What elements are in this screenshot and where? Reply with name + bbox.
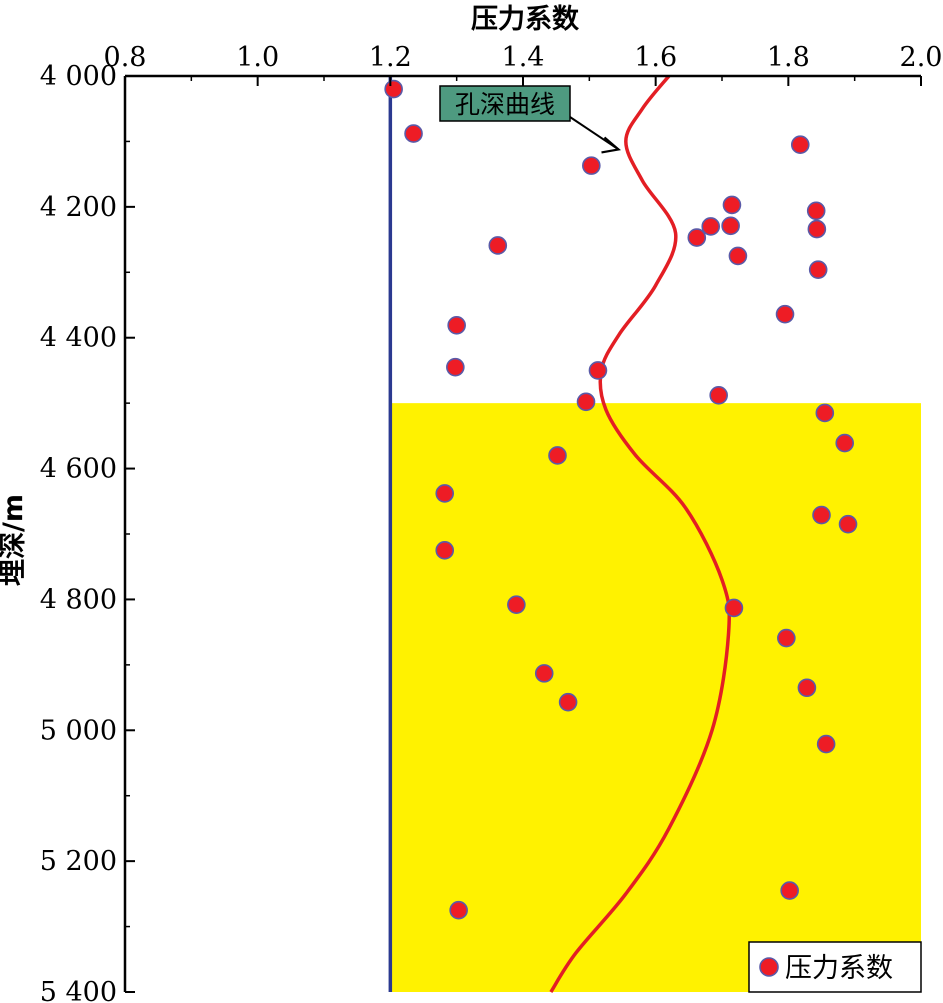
data-point-20 <box>815 403 835 423</box>
data-point-3 <box>582 156 601 175</box>
overpressure-zone <box>390 403 921 993</box>
data-point-14 <box>775 304 795 324</box>
data-point-8 <box>701 217 721 236</box>
data-point-19 <box>576 392 596 412</box>
data-point-17 <box>588 361 608 380</box>
data-point-7 <box>721 216 740 236</box>
data-point-25 <box>838 514 858 534</box>
data-point-6 <box>806 201 826 221</box>
x-tick-label-4: 1.6 <box>634 42 677 73</box>
annotation-arrow-shaft <box>569 116 620 151</box>
data-point-32 <box>558 692 578 712</box>
y-tick-label-5: 5 000 <box>40 715 117 746</box>
data-point-1 <box>384 79 403 99</box>
legend-label: 压力系数 <box>785 953 893 984</box>
data-point-12 <box>728 246 748 266</box>
data-point-30 <box>534 664 554 683</box>
data-points-layer <box>384 79 858 920</box>
axes-layer: 0.8 1.0 1.2 1.4 1.6 1.8 2.0 4 000 4 200 4 400 4 60… <box>40 42 943 1003</box>
legend-marker <box>759 957 779 977</box>
x-tick-label-6: 2.0 <box>900 42 943 73</box>
overpressure-zone-layer <box>390 403 921 993</box>
data-point-15 <box>447 315 466 335</box>
x-tick-label-1: 1.0 <box>236 42 279 73</box>
y-axis-title: 埋深/m <box>0 494 29 586</box>
y-tick-label-3: 4 600 <box>40 454 117 485</box>
data-point-26 <box>435 541 455 560</box>
data-point-24 <box>812 505 831 525</box>
data-point-10 <box>687 228 707 247</box>
depth-curve <box>549 74 732 993</box>
x-tick-label-2: 1.2 <box>369 42 412 73</box>
y-tick-label-7: 5 400 <box>40 977 117 1003</box>
data-point-35 <box>449 900 468 920</box>
data-point-9 <box>807 219 827 239</box>
data-point-18 <box>709 385 728 405</box>
data-point-34 <box>780 881 799 900</box>
y-tick-label-2: 4 400 <box>40 323 117 354</box>
y-tick-label-6: 5 200 <box>40 846 117 877</box>
data-point-28 <box>724 598 744 618</box>
data-point-2 <box>404 124 423 143</box>
annotation-box <box>439 85 571 122</box>
data-point-21 <box>835 433 855 453</box>
data-point-31 <box>797 678 817 698</box>
annotation-layer: 孔深曲线 <box>439 85 621 154</box>
legend: 压力系数 <box>748 941 922 993</box>
data-point-23 <box>435 484 455 503</box>
x-tick-label-3: 1.4 <box>502 42 545 73</box>
y-tick-label-1: 4 200 <box>40 192 117 223</box>
data-point-22 <box>548 446 567 465</box>
data-point-13 <box>808 260 828 279</box>
data-point-27 <box>507 595 526 614</box>
x-tick-label-5: 1.8 <box>767 42 810 73</box>
x-tick-label-0: 0.8 <box>104 42 147 73</box>
y-tick-label-4: 4 800 <box>40 584 117 615</box>
data-point-29 <box>777 628 796 648</box>
data-point-16 <box>446 357 465 377</box>
data-point-5 <box>722 195 742 215</box>
data-point-4 <box>790 135 810 154</box>
annotation-arrowhead <box>601 136 621 154</box>
data-point-33 <box>816 734 836 754</box>
x-axis-title: 压力系数 <box>471 4 580 35</box>
y-tick-label-0: 4 000 <box>40 61 117 92</box>
annotation-label: 孔深曲线 <box>455 90 555 119</box>
data-point-11 <box>488 236 508 255</box>
depth-curve-layer <box>549 74 732 993</box>
